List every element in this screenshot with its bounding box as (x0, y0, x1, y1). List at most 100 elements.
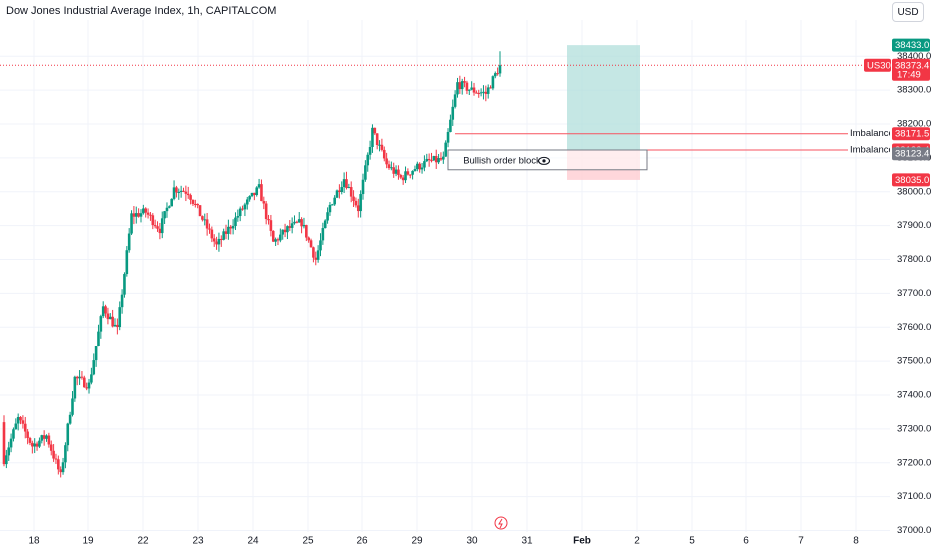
currency-button[interactable]: USD (892, 2, 924, 22)
candle (83, 375, 86, 388)
candle-body (349, 187, 353, 197)
candle-body (373, 127, 377, 134)
candle (368, 140, 372, 160)
candle (451, 99, 455, 126)
candle (331, 203, 334, 206)
candle (229, 225, 233, 235)
candle (392, 162, 396, 178)
candle (189, 193, 192, 205)
candle (33, 438, 37, 454)
candle (78, 370, 81, 385)
candle (373, 127, 377, 136)
candle (371, 124, 374, 153)
candle (354, 197, 358, 208)
profit-zone[interactable] (567, 45, 640, 150)
candle-body (113, 324, 117, 327)
candle (19, 416, 22, 425)
candle-body (312, 247, 315, 258)
candle-body (368, 146, 372, 155)
eye-icon[interactable] (537, 156, 551, 165)
imbalance-label: Imbalance (850, 145, 894, 156)
candle-body (498, 65, 502, 74)
candle-body (245, 199, 249, 205)
candle-body (198, 205, 202, 217)
candle (68, 411, 72, 425)
candle-body (493, 73, 497, 77)
candle (87, 378, 91, 394)
order-block-label: Bullish order block (463, 155, 541, 166)
candle-body (359, 194, 362, 212)
candle-body (347, 187, 351, 189)
candle-body (356, 205, 360, 212)
candle-body (23, 423, 27, 432)
candle (293, 215, 296, 225)
candle-body (177, 191, 181, 193)
candle (12, 427, 15, 442)
candle-body (182, 190, 185, 192)
candle (64, 442, 67, 469)
candle (364, 160, 367, 182)
candle (312, 246, 315, 263)
candle (194, 199, 197, 208)
candle (144, 207, 148, 218)
price-tick-label: 38400.0 (897, 51, 931, 62)
candle (23, 416, 27, 439)
candle-body (215, 241, 218, 245)
candle (420, 163, 424, 174)
candle-body (108, 316, 112, 320)
candle-body (406, 171, 410, 175)
candle (319, 233, 322, 257)
candle-body (364, 165, 367, 180)
candle-body (283, 229, 287, 233)
candle-body (489, 87, 492, 89)
candle-body (392, 167, 396, 174)
candle (57, 455, 60, 475)
candle (210, 226, 214, 243)
candle (212, 234, 216, 247)
candle-body (125, 250, 129, 275)
candle-body (191, 199, 195, 204)
candle (224, 224, 228, 240)
candle (264, 201, 268, 225)
candle-body (297, 219, 301, 223)
candle (340, 181, 344, 195)
price-axis[interactable]: 37000.0 37100.0 37200.0 37300.0 37400.0 37500… (890, 0, 932, 550)
price-tick-label: 37300.0 (897, 423, 931, 434)
candle-body (295, 221, 299, 223)
candle-body (83, 377, 86, 388)
chart-title: Dow Jones Industrial Average Index, 1h, … (6, 5, 277, 17)
candle (498, 51, 502, 77)
candle-body (80, 376, 84, 378)
candle-body (288, 226, 292, 228)
candle-body (416, 163, 419, 169)
candle-body (401, 177, 405, 181)
candle-body (61, 462, 65, 473)
candle-body (33, 443, 37, 447)
candle (321, 222, 325, 245)
candle (241, 205, 244, 211)
candle-body (281, 229, 285, 235)
candle-body (486, 87, 490, 94)
candle (38, 437, 41, 449)
price-tick-label: 37100.0 (897, 491, 931, 502)
candle (35, 441, 39, 451)
flash-icon[interactable] (494, 516, 508, 530)
candle-body (16, 416, 20, 424)
candle-body (243, 204, 247, 210)
candle-body (463, 81, 466, 83)
candle (243, 202, 247, 217)
candle-body (444, 142, 447, 157)
candle-body (479, 92, 483, 94)
candle-body (158, 228, 162, 234)
candle-body (160, 218, 164, 234)
time-axis[interactable]: 18 19 22 23 24 25 26 29 30 31 Feb 2 5 6 7 8 (28, 516, 859, 547)
candle-body (442, 156, 445, 160)
candle-body (300, 219, 303, 227)
candle-body (116, 324, 119, 328)
candle-body (451, 106, 455, 120)
candle-body (420, 167, 424, 170)
time-tick-label: 24 (247, 536, 259, 547)
candle-body (491, 76, 495, 89)
candle (333, 195, 336, 206)
